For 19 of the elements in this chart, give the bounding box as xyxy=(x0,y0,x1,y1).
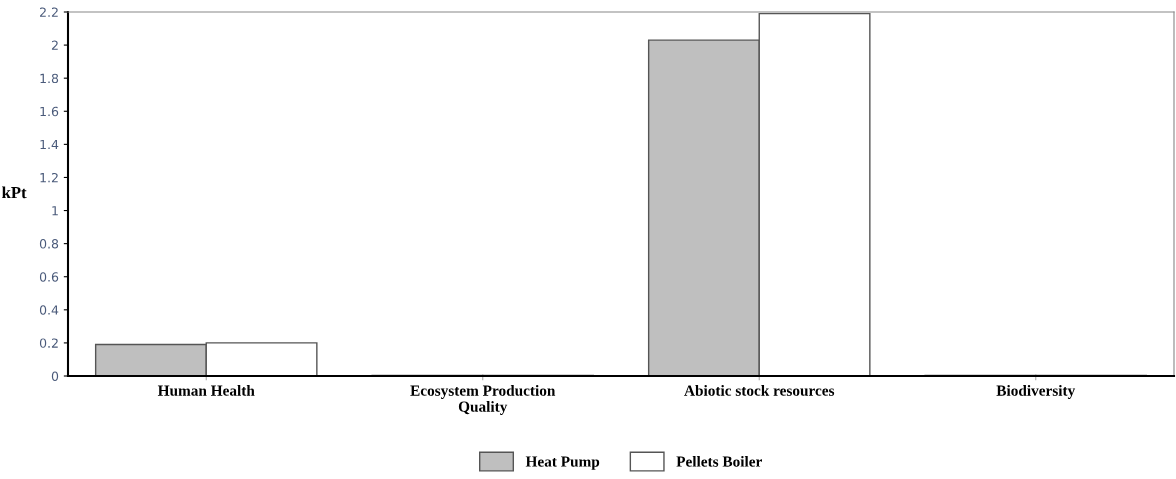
y-tick-label: 1.4 xyxy=(40,140,59,150)
x-tick-label: Ecosystem Production Quality xyxy=(410,385,556,415)
y-tick-label: 1.8 xyxy=(40,73,59,84)
y-tick-label: 0 xyxy=(51,371,59,381)
y-tick-label: 2.2 xyxy=(40,7,58,17)
y-tick-label: 1.6 xyxy=(40,106,59,117)
legend-label: Pellets Boiler xyxy=(676,455,762,467)
x-tick-label: Abiotic stock resources xyxy=(684,385,835,396)
y-tick-label: 0.8 xyxy=(39,239,59,249)
x-tick-label: Biodiversity xyxy=(996,385,1076,399)
y-tick-label: 2 xyxy=(51,40,58,50)
x-tick-label: Human Health xyxy=(157,385,255,396)
y-tick-label: 0.6 xyxy=(39,272,59,282)
y-tick-label: 0.2 xyxy=(39,338,58,348)
legend-label: Heat Pump xyxy=(525,456,600,470)
y-axis-title: kPt xyxy=(2,186,27,199)
y-tick-label: 1 xyxy=(52,206,58,216)
y-tick-label: 1.2 xyxy=(40,172,58,183)
y-tick-label: 0.4 xyxy=(39,305,59,315)
